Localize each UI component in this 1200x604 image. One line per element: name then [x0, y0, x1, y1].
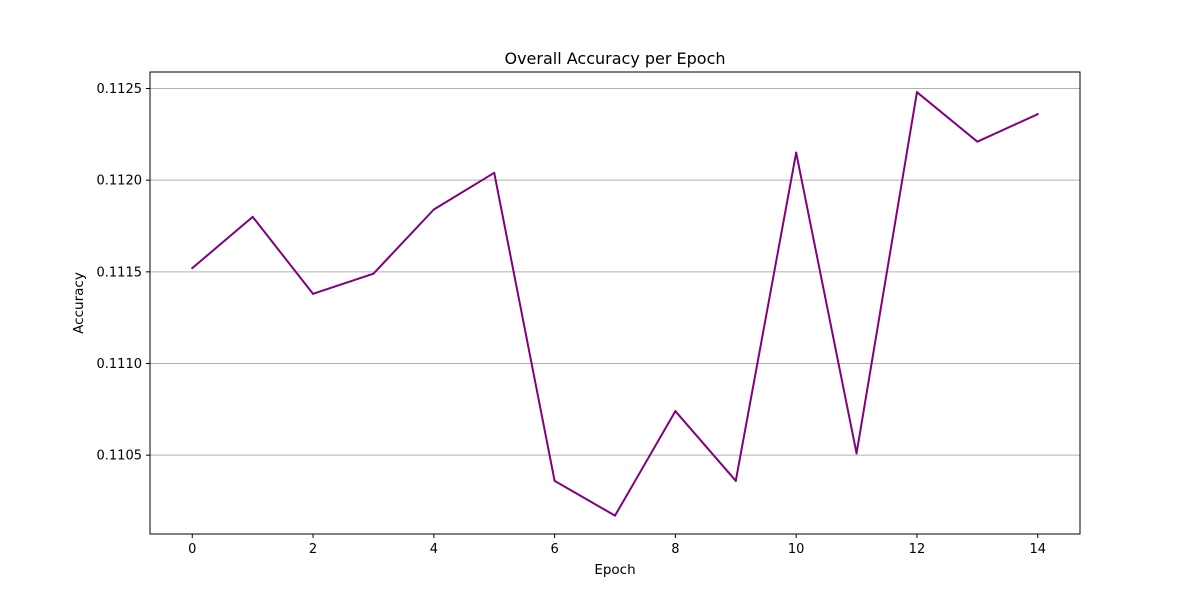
data-point — [674, 410, 677, 413]
data-point — [553, 479, 556, 482]
y-tick-label: 0.1115 — [97, 265, 143, 280]
x-tick-label: 12 — [909, 542, 926, 557]
data-point — [312, 292, 315, 295]
x-tick-label: 2 — [309, 542, 317, 557]
x-tick-label: 6 — [550, 542, 558, 557]
x-tick-label: 0 — [188, 542, 196, 557]
data-point — [976, 140, 979, 143]
data-point — [432, 208, 435, 211]
data-point — [795, 151, 798, 154]
y-axis-ticks: 0.1105 0.1110 0.1115 0.1120 0.1125 — [97, 82, 150, 464]
x-tick-label: 4 — [430, 542, 438, 557]
x-tick-label: 8 — [671, 542, 679, 557]
series-layer — [191, 91, 1039, 517]
data-point — [1036, 113, 1039, 116]
data-point — [614, 514, 616, 517]
y-axis-label: Accuracy — [71, 272, 87, 334]
y-tick-label: 0.1120 — [97, 174, 143, 189]
data-point — [251, 215, 254, 218]
x-tick-label: 10 — [788, 542, 805, 557]
x-axis-ticks: 0 2 4 6 8 10 12 14 — [188, 534, 1046, 557]
data-point — [734, 479, 737, 482]
y-tick-label: 0.1125 — [97, 82, 143, 97]
data-point — [493, 171, 496, 174]
grid-lines — [150, 88, 1080, 456]
data-point — [855, 452, 858, 455]
y-tick-label: 0.1110 — [97, 357, 143, 372]
chart-title: Overall Accuracy per Epoch — [504, 49, 725, 68]
data-point — [915, 91, 918, 94]
x-axis-label: Epoch — [594, 562, 635, 578]
data-point — [372, 272, 375, 275]
plot-area-frame — [149, 71, 1081, 535]
x-tick-label: 14 — [1029, 542, 1046, 557]
data-point — [191, 267, 194, 270]
y-tick-label: 0.1105 — [97, 449, 143, 464]
